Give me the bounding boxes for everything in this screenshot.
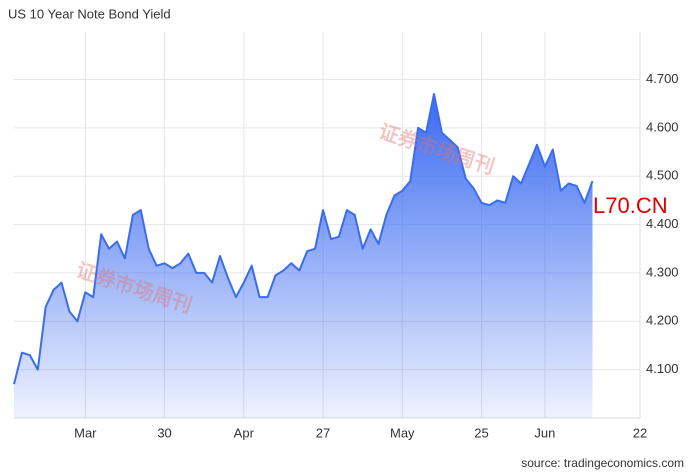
- source: source: tradingeconomics.com: [521, 456, 684, 470]
- y-tick-label: 4.500: [646, 168, 679, 183]
- watermark: L70.CN: [593, 193, 668, 218]
- y-tick-label: 4.700: [646, 71, 679, 86]
- x-tick-label: Jun: [534, 425, 555, 440]
- x-tick-label: 25: [474, 425, 488, 440]
- x-tick-label: 30: [157, 425, 171, 440]
- x-tick-label: Mar: [74, 425, 97, 440]
- x-tick-label: May: [390, 425, 415, 440]
- chart-title: US 10 Year Note Bond Yield: [8, 6, 171, 21]
- x-tick-label: Apr: [234, 425, 255, 440]
- line: [13, 93, 594, 385]
- y-tick-label: 4.100: [646, 361, 679, 376]
- y-tick-label: 4.200: [646, 313, 679, 328]
- x-tick-label: 27: [316, 425, 330, 440]
- y-tick-label: 4.400: [646, 216, 679, 231]
- y-tick-label: 4.600: [646, 119, 679, 134]
- area: [14, 94, 593, 418]
- y-tick-label: 4.300: [646, 264, 679, 279]
- x-tick-label: 22: [633, 425, 647, 440]
